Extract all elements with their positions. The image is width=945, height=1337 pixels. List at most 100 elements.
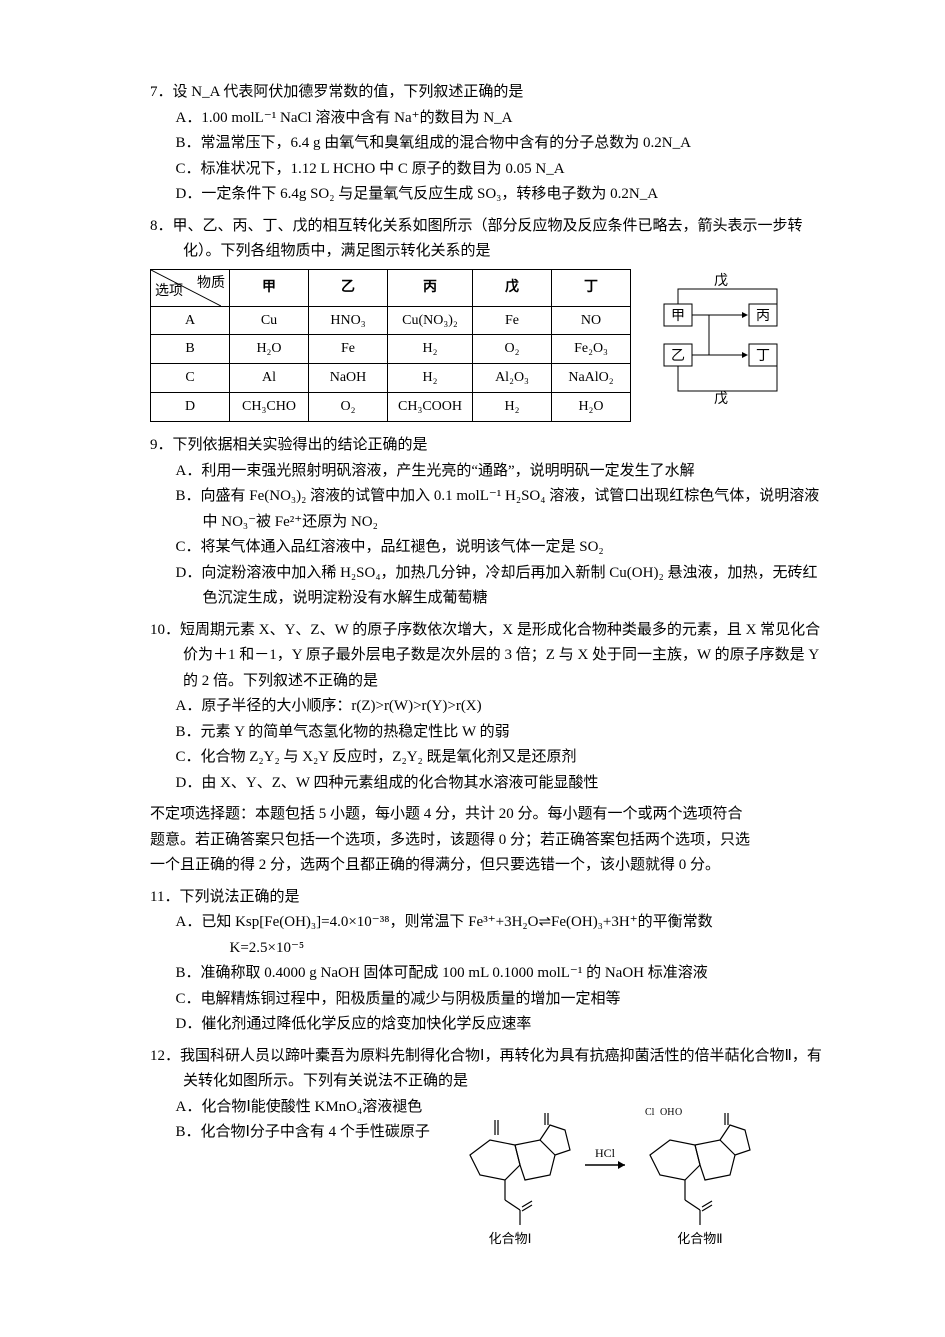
table-row: D CH₃CHO O₂ CH₃COOH H₂ H₂O (151, 392, 631, 421)
section-l2: 题意。若正确答案只包括一个选项，多选时，该题得 0 分；若正确答案包括两个选项，… (150, 828, 825, 854)
q8-r2-k: C (151, 364, 230, 393)
section-l1: 不定项选择题：本题包括 5 小题，每小题 4 分，共计 20 分。每小题有一个或… (150, 802, 825, 828)
question-7: 7．设 N_A 代表阿伏加德罗常数的值，下列叙述正确的是 A．1.00 molL… (150, 80, 825, 208)
q8-r2-4: NaAlO₂ (552, 364, 631, 393)
table-row: B H₂O Fe H₂ O₂ Fe₂O₃ (151, 335, 631, 364)
q8-diag-top: 物质 (197, 272, 225, 296)
q9-opt-c: C．将某气体通入品红溶液中，品红褪色，说明该气体一定是 SO₂ (203, 535, 826, 561)
q8-r3-4: H₂O (552, 392, 631, 421)
q8-r1-1: Fe (309, 335, 388, 364)
svg-text:戊: 戊 (714, 391, 728, 407)
q8-r0-1: HNO₃ (309, 306, 388, 335)
q9-opt-a: A．利用一束强光照射明矾溶液，产生光亮的“通路”，说明明矾一定发生了水解 (203, 459, 826, 485)
table-row: C Al NaOH H₂ Al₂O₃ NaAlO₂ (151, 364, 631, 393)
q10-opt-b: B．元素 Y 的简单气态氢化物的热稳定性比 W 的弱 (203, 720, 826, 746)
q7-num: 7． (150, 84, 173, 100)
q8-table: 物质 选项 甲 乙 丙 戊 丁 A Cu HNO₃ Cu(NO₃)₂ Fe NO… (150, 269, 631, 422)
q8-h-yi: 乙 (309, 269, 388, 306)
q8-r3-2: CH₃COOH (388, 392, 473, 421)
q8-r0-3: Fe (473, 306, 552, 335)
q10-stem-text: 短周期元素 X、Y、Z、W 的原子序数依次增大，X 是形成化合物种类最多的元素，… (180, 622, 820, 689)
q8-r1-3: O₂ (473, 335, 552, 364)
q8-r1-4: Fe₂O₃ (552, 335, 631, 364)
molecule-icon: 化合物Ⅰ HCl Cl (450, 1095, 770, 1245)
q8-h-jia: 甲 (230, 269, 309, 306)
q10-num: 10． (150, 622, 180, 638)
question-9: 9．下列依据相关实验得出的结论正确的是 A．利用一束强光照射明矾溶液，产生光亮的… (150, 433, 825, 612)
q8-r2-0: Al (230, 364, 309, 393)
q12-opt-b: B．化合物Ⅰ分子中含有 4 个手性碳原子 (203, 1120, 430, 1146)
q8-r0-k: A (151, 306, 230, 335)
question-8: 8．甲、乙、丙、丁、戊的相互转化关系如图所示（部分反应物及反应条件已略去，箭头表… (150, 214, 825, 428)
svg-text:丙: 丙 (756, 309, 770, 324)
q8-r1-k: B (151, 335, 230, 364)
svg-text:丁: 丁 (756, 349, 770, 364)
q12-num: 12． (150, 1048, 180, 1064)
q7-opt-d: D．一定条件下 6.4g SO₂ 与足量氧气反应生成 SO₃，转移电子数为 0.… (203, 182, 826, 208)
q7-opt-a: A．1.00 molL⁻¹ NaCl 溶液中含有 Na⁺的数目为 N_A (203, 106, 826, 132)
svg-text:Cl: Cl (645, 1107, 655, 1118)
q11-opt-a2: K=2.5×10⁻⁵ (230, 936, 826, 962)
section-l3: 一个且正确的得 2 分，选两个且都正确的得满分，但只要选错一个，该小题就得 0 … (150, 853, 825, 879)
q8-r0-0: Cu (230, 306, 309, 335)
q9-stem: 9．下列依据相关实验得出的结论正确的是 (183, 433, 825, 459)
q10-opt-c: C．化合物 Z₂Y₂ 与 X₂Y 反应时，Z₂Y₂ 既是氧化剂又是还原剂 (203, 745, 826, 771)
q8-stem-text: 甲、乙、丙、丁、戊的相互转化关系如图所示（部分反应物及反应条件已略去，箭头表示一… (173, 218, 803, 260)
q8-r3-3: H₂ (473, 392, 552, 421)
q8-diag-header: 物质 选项 (151, 269, 230, 306)
q11-opt-b: B．准确称取 0.4000 g NaOH 固体可配成 100 mL 0.1000… (203, 961, 826, 987)
q8-r0-2: Cu(NO₃)₂ (388, 306, 473, 335)
q9-opt-d: D．向淀粉溶液中加入稀 H₂SO₄，加热几分钟，冷却后再加入新制 Cu(OH)₂… (203, 561, 826, 612)
svg-text:化合物Ⅰ: 化合物Ⅰ (489, 1231, 532, 1245)
svg-text:戊: 戊 (714, 273, 728, 289)
section-instructions: 不定项选择题：本题包括 5 小题，每小题 4 分，共计 20 分。每小题有一个或… (150, 802, 825, 879)
q7-stem-text: 设 N_A 代表阿伏加德罗常数的值，下列叙述正确的是 (173, 84, 524, 100)
q9-num: 9． (150, 437, 173, 453)
q9-opt-b: B．向盛有 Fe(NO₃)₂ 溶液的试管中加入 0.1 molL⁻¹ H₂SO₄… (203, 484, 826, 535)
q11-stem: 11．下列说法正确的是 (183, 885, 825, 911)
q11-opt-d: D．催化剂通过降低化学反应的焓变加快化学反应速率 (203, 1012, 826, 1038)
q8-r2-2: H₂ (388, 364, 473, 393)
q11-stem-text: 下列说法正确的是 (179, 889, 299, 905)
table-row: A Cu HNO₃ Cu(NO₃)₂ Fe NO (151, 306, 631, 335)
svg-text:甲: 甲 (671, 309, 685, 324)
q8-num: 8． (150, 218, 173, 234)
q11-opt-c: C．电解精炼铜过程中，阳极质量的减少与阴极质量的增加一定相等 (203, 987, 826, 1013)
q7-opt-c: C．标准状况下，1.12 L HCHO 中 C 原子的数目为 0.05 N_A (203, 157, 826, 183)
q8-r2-3: Al₂O₃ (473, 364, 552, 393)
flowchart-icon: 甲 乙 丙 丁 戊 戊 (649, 269, 799, 419)
q8-h-ding: 丁 (552, 269, 631, 306)
q10-stem: 10．短周期元素 X、Y、Z、W 的原子序数依次增大，X 是形成化合物种类最多的… (183, 618, 825, 695)
q8-r3-k: D (151, 392, 230, 421)
q12-molecule-diagram: 化合物Ⅰ HCl Cl (450, 1095, 770, 1255)
svg-text:乙: 乙 (671, 348, 685, 364)
q8-h-bing: 丙 (388, 269, 473, 306)
svg-text:化合物Ⅱ: 化合物Ⅱ (677, 1231, 722, 1245)
q7-opt-b: B．常温常压下，6.4 g 由氧气和臭氧组成的混合物中含有的分子总数为 0.2N… (203, 131, 826, 157)
q8-r0-4: NO (552, 306, 631, 335)
q8-r3-0: CH₃CHO (230, 392, 309, 421)
q8-h-wu: 戊 (473, 269, 552, 306)
question-11: 11．下列说法正确的是 A．已知 Ksp[Fe(OH)₃]=4.0×10⁻³⁸，… (150, 885, 825, 1038)
q8-r2-1: NaOH (309, 364, 388, 393)
svg-text:OH: OH (660, 1107, 674, 1118)
q8-r1-2: H₂ (388, 335, 473, 364)
q8-r3-1: O₂ (309, 392, 388, 421)
q10-opt-d: D．由 X、Y、Z、W 四种元素组成的化合物其水溶液可能显酸性 (203, 771, 826, 797)
q8-diagram: 甲 乙 丙 丁 戊 戊 (649, 269, 799, 428)
q12-stem-text: 我国科研人员以蹄叶橐吾为原料先制得化合物Ⅰ，再转化为具有抗癌抑菌活性的倍半萜化合… (180, 1048, 822, 1090)
q12-stem: 12．我国科研人员以蹄叶橐吾为原料先制得化合物Ⅰ，再转化为具有抗癌抑菌活性的倍半… (183, 1044, 825, 1095)
q8-stem: 8．甲、乙、丙、丁、戊的相互转化关系如图所示（部分反应物及反应条件已略去，箭头表… (183, 214, 825, 265)
svg-text:O: O (675, 1107, 682, 1118)
question-12: 12．我国科研人员以蹄叶橐吾为原料先制得化合物Ⅰ，再转化为具有抗癌抑菌活性的倍半… (150, 1044, 825, 1255)
q12-opt-a: A．化合物Ⅰ能使酸性 KMnO₄溶液褪色 (203, 1095, 430, 1121)
q11-num: 11． (150, 889, 179, 905)
q7-stem: 7．设 N_A 代表阿伏加德罗常数的值，下列叙述正确的是 (183, 80, 825, 106)
q8-r1-0: H₂O (230, 335, 309, 364)
question-10: 10．短周期元素 X、Y、Z、W 的原子序数依次增大，X 是形成化合物种类最多的… (150, 618, 825, 797)
svg-text:HCl: HCl (595, 1146, 616, 1160)
q9-stem-text: 下列依据相关实验得出的结论正确的是 (173, 437, 428, 453)
q11-opt-a: A．已知 Ksp[Fe(OH)₃]=4.0×10⁻³⁸，则常温下 Fe³⁺+3H… (203, 910, 826, 936)
q10-opt-a: A．原子半径的大小顺序：r(Z)>r(W)>r(Y)>r(X) (203, 694, 826, 720)
q8-diag-bottom: 选项 (155, 280, 183, 304)
